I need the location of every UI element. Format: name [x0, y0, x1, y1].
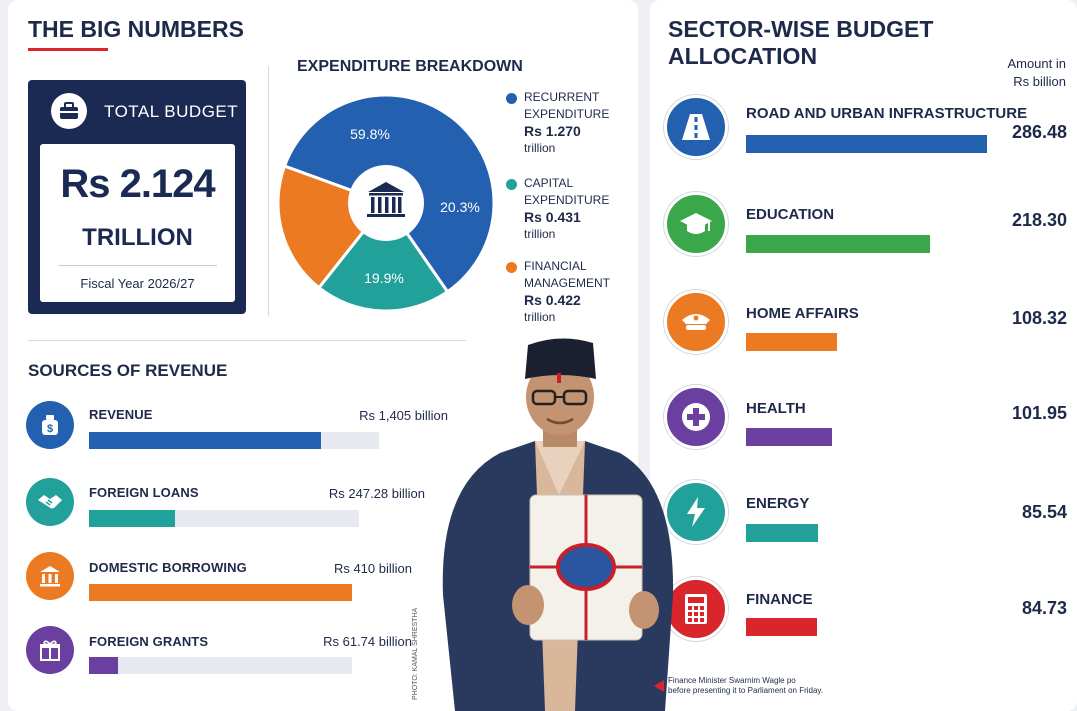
sector-health-value: 101.95: [1011, 403, 1067, 423]
sector-health-label: HEALTH: [746, 400, 806, 417]
domestic-borrowing-label: DOMESTIC BORROWING: [89, 560, 247, 575]
fiscal-year: Fiscal Year 2026/27: [80, 276, 195, 291]
legend-dot-financial: [506, 262, 517, 273]
pie-slice-capital: [316, 200, 450, 313]
legend-financial: FINANCIAL MANAGEMENT Rs 0.422 trillion: [524, 258, 610, 326]
sector-unit-line2: Rs billion: [1013, 74, 1066, 89]
sector-energy-value: 85.54: [1021, 502, 1067, 522]
total-budget-amount: Rs 2.124: [60, 162, 215, 206]
legend-financial-line1: FINANCIAL: [524, 259, 587, 273]
expenditure-heading: EXPENDITURE BREAKDOWN: [297, 58, 523, 75]
police-cap-icon: [664, 290, 728, 354]
legend-capital-unit: trillion: [524, 227, 556, 241]
foreign-loans-bar-track: [89, 510, 359, 527]
heading-underline: [28, 48, 108, 51]
legend-dot-capital: [506, 179, 517, 190]
sector-unit-line1: Amount in: [1007, 56, 1066, 71]
graduation-cap-icon: [664, 192, 728, 256]
legend-financial-unit: trillion: [524, 310, 556, 324]
revenue-bar-fill: [89, 432, 321, 449]
money-bag-icon: $: [26, 401, 74, 449]
vertical-divider: [268, 66, 269, 316]
sector-education-label: EDUCATION: [746, 206, 835, 223]
big-numbers-heading: THE BIG NUMBERS: [28, 16, 244, 42]
legend-recurrent-unit: trillion: [524, 141, 556, 155]
sector-finance-bar: [746, 618, 817, 636]
sector-road-value: 286.48: [1011, 122, 1067, 142]
horizontal-divider: [28, 340, 466, 341]
sector-home-affairs-value: 108.32: [1011, 308, 1067, 328]
legend-recurrent-amount: Rs 1.270: [524, 123, 581, 139]
sector-unit-note: Amount in Rs billion: [990, 55, 1066, 91]
total-budget-inner: Rs 2.124 TRILLION Fiscal Year 2026/27: [40, 144, 235, 302]
finance-minister-photo: [442, 338, 674, 711]
gift-icon: [26, 626, 74, 674]
total-budget-card: TOTAL BUDGET Rs 2.124 TRILLION Fiscal Ye…: [28, 80, 246, 314]
legend-recurrent: RECURRENT EXPENDITURE Rs 1.270 trillion: [524, 89, 609, 157]
foreign-loans-amount: Rs 247.28 billion: [328, 486, 425, 501]
photo-caption: Finance Minister Swarnim Wagle po before…: [668, 676, 823, 696]
sector-road-bar: [746, 135, 987, 153]
sector-education-value: 218.30: [1011, 210, 1067, 230]
domestic-borrowing-bar-track: [89, 584, 352, 601]
total-budget-label: TOTAL BUDGET: [104, 102, 239, 121]
legend-recurrent-line2: EXPENDITURE: [524, 107, 610, 121]
sector-home-affairs-label: HOME AFFAIRS: [746, 305, 859, 322]
foreign-grants-bar-track: [89, 657, 352, 674]
foreign-loans-label: FOREIGN LOANS: [89, 485, 199, 500]
card-divider: [58, 265, 217, 266]
legend-dot-recurrent: [506, 93, 517, 104]
foreign-grants-amount: Rs 61.74 billion: [323, 634, 412, 649]
pie-label-financial: 19.9%: [364, 270, 404, 286]
domestic-borrowing-amount: Rs 410 billion: [333, 561, 412, 576]
foreign-grants-bar-fill: [89, 657, 118, 674]
sector-home-affairs-bar: [746, 333, 837, 351]
legend-recurrent-line1: RECURRENT: [524, 90, 600, 104]
revenue-heading: SOURCES OF REVENUE: [28, 361, 228, 380]
road-icon: [664, 95, 728, 159]
sector-heading: SECTOR-WISE BUDGET ALLOCATION: [668, 16, 934, 69]
total-budget-unit: TRILLION: [82, 224, 193, 251]
caption-arrow-icon: [654, 679, 664, 692]
sector-road-label: ROAD AND URBAN INFRASTRUCTURE: [746, 105, 1028, 122]
government-building-icon: [367, 182, 405, 217]
photo-caption-line1: Finance Minister Swarnim Wagle po: [668, 676, 796, 685]
pie-label-capital: 20.3%: [440, 199, 480, 215]
pie-label-recurrent: 59.8%: [350, 126, 390, 142]
revenue-item-amount: Rs 1,405 billion: [359, 408, 448, 423]
foreign-grants-label: FOREIGN GRANTS: [89, 634, 209, 649]
svg-text:$: $: [47, 423, 53, 435]
revenue-bar-track: [89, 432, 379, 449]
sector-energy-label: ENERGY: [746, 495, 810, 512]
photo-caption-line2: before presenting it to Parliament on Fr…: [668, 686, 824, 695]
medical-cross-icon: [664, 385, 728, 449]
sector-health-bar: [746, 428, 832, 446]
sector-finance-value: 84.73: [1021, 598, 1067, 618]
revenue-item-label: REVENUE: [89, 407, 153, 422]
legend-financial-amount: Rs 0.422: [524, 292, 581, 308]
briefcase-icon: [51, 93, 87, 129]
legend-financial-line2: MANAGEMENT: [524, 276, 611, 290]
bank-icon: [26, 552, 74, 600]
expenditure-pie-chart: 59.8% 20.3% 19.9%: [279, 93, 495, 313]
sector-finance-label: FINANCE: [746, 591, 813, 608]
legend-capital-line2: EXPENDITURE: [524, 193, 610, 207]
domestic-borrowing-bar-fill: [89, 584, 352, 601]
sector-energy-bar: [746, 524, 818, 542]
sector-education-bar: [746, 235, 930, 253]
legend-capital-line1: CAPITAL: [524, 176, 574, 190]
foreign-loans-bar-fill: [89, 510, 176, 527]
lightning-icon: [664, 480, 728, 544]
calculator-icon: [664, 577, 728, 641]
handshake-icon: [26, 478, 74, 526]
photo-credit: PHOTO: KAMAL SHRESTHA: [412, 607, 419, 700]
legend-capital-amount: Rs 0.431: [524, 209, 581, 225]
legend-capital: CAPITAL EXPENDITURE Rs 0.431 trillion: [524, 175, 609, 243]
